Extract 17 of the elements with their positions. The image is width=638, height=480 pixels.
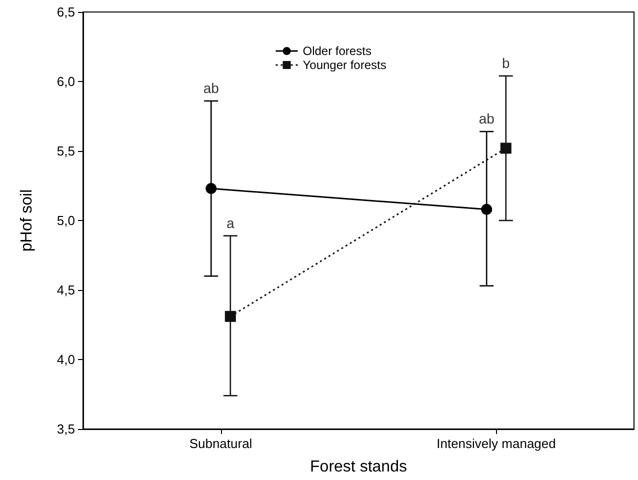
annotation: ab: [203, 80, 220, 96]
y-tick-label: 6,0: [56, 74, 75, 89]
annotation: ab: [478, 110, 495, 127]
annotation: a: [226, 214, 234, 231]
y-tick-label: 5,5: [56, 144, 75, 158]
annotation: b: [502, 54, 510, 71]
x-tick-label: Intensively managed: [436, 436, 556, 451]
y-tick-label: 3,5: [56, 422, 75, 436]
x-tick-label: Subnatural: [189, 436, 252, 451]
legend-label: Younger forests: [302, 58, 386, 72]
y-tick-label: 4,0: [56, 352, 75, 367]
x-axis-title: Forest stands: [310, 458, 407, 476]
y-tick-label: 5,0: [56, 213, 75, 228]
y-tick-label: 4,5: [56, 282, 75, 298]
legend-label: Older forests: [302, 44, 372, 58]
y-axis-title: pHof soil: [18, 189, 36, 252]
y-tick-label: 6,5: [56, 4, 75, 20]
